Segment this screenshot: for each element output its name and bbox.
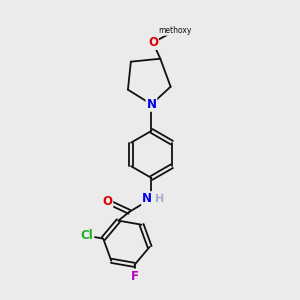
Text: Cl: Cl <box>81 229 93 242</box>
Text: N: N <box>142 192 152 205</box>
Text: O: O <box>148 36 158 49</box>
Text: methoxy: methoxy <box>158 26 192 35</box>
Text: N: N <box>146 98 157 111</box>
Text: F: F <box>130 270 139 283</box>
Text: H: H <box>155 194 164 204</box>
Text: O: O <box>102 195 112 208</box>
